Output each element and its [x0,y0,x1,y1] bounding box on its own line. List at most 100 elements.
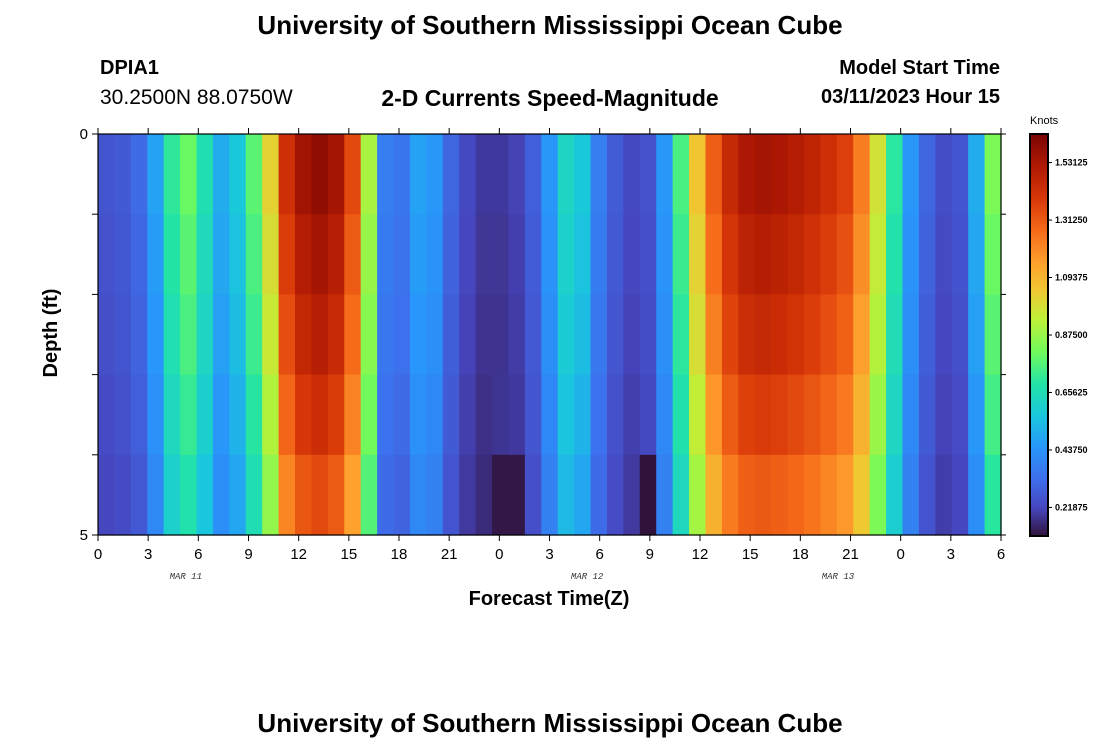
heatmap-cell [984,294,1002,376]
heatmap-cell [327,294,345,376]
heatmap-cell [590,214,608,295]
heatmap-cell [787,374,805,456]
heatmap-cell [935,214,953,295]
heatmap-cell [311,214,329,295]
heatmap-cell [656,454,674,536]
colorbar-tick-label: 1.09375 [1055,273,1088,283]
heatmap-cell [229,214,247,295]
heatmap-cell [98,214,116,295]
heatmap-cell [918,134,936,215]
day-label: MAR 11 [170,572,202,582]
x-tick-label: 15 [340,546,357,563]
heatmap-cell [902,214,920,295]
heatmap-cell [820,374,838,456]
heatmap-cell [442,214,460,295]
heatmap-cell [721,294,739,376]
x-tick-label: 6 [194,546,202,563]
heatmap-cell [147,214,165,295]
heatmap-cell [130,294,148,376]
heatmap-cell [984,454,1002,536]
heatmap-cell [738,294,756,376]
x-tick-label: 15 [742,546,759,563]
y-tick-label: 5 [80,527,88,544]
heatmap-cell [771,294,789,376]
heatmap-cell [639,134,657,215]
heatmap-cell [574,134,592,215]
heatmap-cell [557,214,575,295]
day-label: MAR 13 [822,572,855,582]
heatmap-cell [886,294,904,376]
heatmap-cell [689,214,707,295]
heatmap-cell [459,134,477,215]
heatmap-cell [130,374,148,456]
heatmap-cell [787,294,805,376]
heatmap-cell [705,214,723,295]
heatmap-cell [262,134,280,215]
heatmap-cell [606,374,624,456]
heatmap-chart: 0 3 6 9 12 15 18 21 0 3 6 9 12 15 18 21 0 3 6 MAR 11 MAR 12 M… [40,115,1088,610]
page-title: University of Southern Mississippi Ocean… [257,10,843,40]
heatmap-cell [295,374,313,456]
heatmap-cell [212,214,230,295]
heatmap-cell [98,454,116,536]
heatmap-cell [114,454,132,536]
heatmap-cell [853,294,871,376]
heatmap-cell [886,214,904,295]
heatmap-cell [869,294,887,376]
heatmap-cell [262,214,280,295]
heatmap-cell [968,294,986,376]
heatmap-cell [853,214,871,295]
heatmap-cell [902,294,920,376]
heatmap-cell [245,214,263,295]
heatmap-cell [278,294,296,376]
heatmap-cell [935,374,953,456]
colorbar-tick-label: 1.53125 [1055,158,1088,168]
heatmap-cell [656,294,674,376]
heatmap-cell [754,134,772,215]
heatmap-cell [492,294,510,376]
x-tick-label: 18 [391,546,408,563]
heatmap-cell [360,294,378,376]
heatmap-cell [606,134,624,215]
heatmap-cell [738,374,756,456]
heatmap-cell [754,374,772,456]
heatmap-cell [327,454,345,536]
heatmap-cell [180,294,198,376]
heatmap-cell [163,214,181,295]
heatmap-cell [705,454,723,536]
colorbar-tick-label: 0.87500 [1055,330,1088,340]
heatmap-cell [590,134,608,215]
heatmap-cell [984,214,1002,295]
heatmap-cell [295,214,313,295]
heatmap-cell [344,294,362,376]
heatmap-cell [935,294,953,376]
heatmap-cell [721,214,739,295]
heatmap-cell [130,134,148,215]
heatmap-cell [442,294,460,376]
heatmap-cell [836,214,854,295]
heatmap-cell [557,134,575,215]
heatmap-cell [295,134,313,215]
heatmap-cell [426,294,444,376]
heatmap-cell [245,374,263,456]
x-tick-label: 18 [792,546,809,563]
heatmap-cell [968,454,986,536]
heatmap-cell [689,454,707,536]
heatmap-cell [311,294,329,376]
x-tick-label: 6 [595,546,603,563]
heatmap-cell [377,294,395,376]
heatmap-cell [196,374,214,456]
heatmap-cell [426,134,444,215]
x-tick-label: 21 [842,546,859,563]
heatmap-cell [492,374,510,456]
heatmap-cell [524,134,542,215]
heatmap-cell [606,214,624,295]
heatmap-cell [475,454,493,536]
heatmap-cell [721,454,739,536]
heatmap-cell [262,454,280,536]
heatmap-cell [524,454,542,536]
heatmap-cell [541,294,559,376]
model-start-value: 03/11/2023 Hour 15 [820,86,1000,108]
heatmap-cell [902,454,920,536]
heatmap-cell [524,374,542,456]
